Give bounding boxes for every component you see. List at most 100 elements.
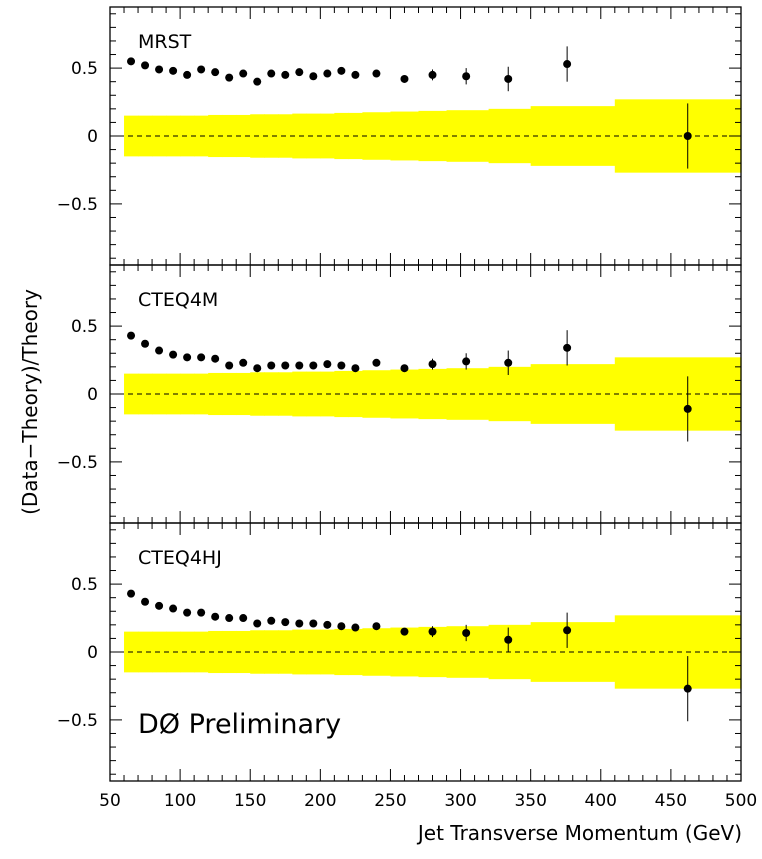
x-tick-label: 300 <box>444 791 476 811</box>
uncertainty-band-segment <box>236 114 251 158</box>
uncertainty-band-segment <box>362 112 392 160</box>
data-point <box>337 622 346 631</box>
data-point <box>267 616 276 625</box>
uncertainty-band-segment <box>306 113 321 159</box>
x-tick-label: 350 <box>514 791 546 811</box>
data-point <box>372 622 381 631</box>
data-point <box>155 601 164 610</box>
data-point <box>462 628 471 637</box>
data-point <box>281 361 290 370</box>
data-point <box>351 623 360 632</box>
data-point <box>253 364 262 373</box>
uncertainty-band-segment <box>264 630 279 674</box>
data-point <box>504 74 513 83</box>
data-point <box>281 618 290 627</box>
data-point <box>683 404 692 413</box>
data-point <box>309 72 318 81</box>
data-point <box>183 70 192 79</box>
data-point <box>295 361 304 370</box>
data-point <box>155 65 164 74</box>
x-tick-label: 450 <box>655 791 687 811</box>
data-point <box>400 627 409 636</box>
y-tick-label: 0 <box>87 127 98 147</box>
uncertainty-band-segment <box>180 115 195 157</box>
data-point <box>309 361 318 370</box>
data-point <box>351 364 360 373</box>
data-point <box>253 77 262 86</box>
data-point <box>183 353 192 362</box>
uncertainty-band-segment <box>390 369 420 419</box>
data-point <box>197 353 206 362</box>
data-point <box>372 358 381 367</box>
uncertainty-band-segment <box>208 630 223 674</box>
data-point <box>428 70 437 79</box>
uncertainty-band-segment <box>208 114 223 158</box>
panels: 0.5 0 −0.5 MRST 0.5 0 −0.5 CTEQ4M 50 100 150 200 250… <box>57 6 757 811</box>
data-point <box>211 612 220 621</box>
uncertainty-band-segment <box>334 370 349 418</box>
x-tick-label: 100 <box>164 791 196 811</box>
data-point <box>281 70 290 79</box>
data-point <box>267 69 276 78</box>
panel-label: CTEQ4HJ <box>138 547 222 569</box>
data-point <box>295 68 304 77</box>
y-tick-label: 0.5 <box>71 575 98 595</box>
data-point <box>239 614 248 623</box>
panel-cteq4m: 0.5 0 −0.5 CTEQ4M <box>57 264 742 524</box>
uncertainty-band-segment <box>334 112 349 160</box>
data-point <box>683 684 692 693</box>
data-point <box>323 620 332 629</box>
data-point <box>462 72 471 81</box>
data-point <box>197 608 206 617</box>
y-tick-label: 0 <box>87 643 98 663</box>
data-point <box>563 626 572 635</box>
x-tick-label: 150 <box>234 791 266 811</box>
uncertainty-band-segment <box>138 631 153 673</box>
data-point <box>225 614 234 623</box>
data-point <box>127 331 136 340</box>
uncertainty-band-segment <box>306 629 321 675</box>
data-point <box>504 635 513 644</box>
data-point <box>141 61 150 70</box>
panel-mrst: 0.5 0 −0.5 MRST <box>57 6 742 266</box>
data-point <box>169 604 178 613</box>
uncertainty-band-segment <box>418 368 448 420</box>
data-point <box>351 70 360 79</box>
uncertainty-band-segment <box>306 371 321 417</box>
x-tick-label: 200 <box>304 791 336 811</box>
data-point <box>504 358 513 367</box>
data-point <box>225 361 234 370</box>
uncertainty-band-segment <box>362 628 392 676</box>
data-point <box>169 66 178 75</box>
data-point <box>323 69 332 78</box>
y-tick-label: 0 <box>87 385 98 405</box>
data-point <box>563 60 572 69</box>
data-point <box>141 597 150 606</box>
uncertainty-band-segment <box>418 110 448 162</box>
uncertainty-band-segment <box>180 373 195 415</box>
data-point <box>127 57 136 66</box>
data-point <box>372 69 381 78</box>
data-point <box>239 69 248 78</box>
data-point <box>225 73 234 82</box>
data-point <box>239 358 248 367</box>
y-tick-label: 0.5 <box>71 59 98 79</box>
data-point <box>428 360 437 369</box>
data-point <box>183 608 192 617</box>
data-point <box>211 68 220 77</box>
y-tick-label: −0.5 <box>57 453 98 473</box>
panel-cteq4hj: 50 100 150 200 250 300 350 400 450 500 0.5 0 −0.5 CTE… <box>57 522 757 811</box>
uncertainty-band-segment <box>390 111 420 161</box>
data-point <box>141 339 150 348</box>
data-point <box>309 619 318 628</box>
preliminary-annotation: DØ Preliminary <box>138 709 341 740</box>
data-point <box>197 65 206 74</box>
y-tick-label: 0.5 <box>71 317 98 337</box>
uncertainty-band-segment <box>236 630 251 674</box>
uncertainty-band-segment <box>264 114 279 158</box>
data-point <box>337 361 346 370</box>
data-point <box>127 589 136 598</box>
uncertainty-band-segment <box>138 373 153 415</box>
x-axis-title: Jet Transverse Momentum (GeV) <box>416 821 742 845</box>
